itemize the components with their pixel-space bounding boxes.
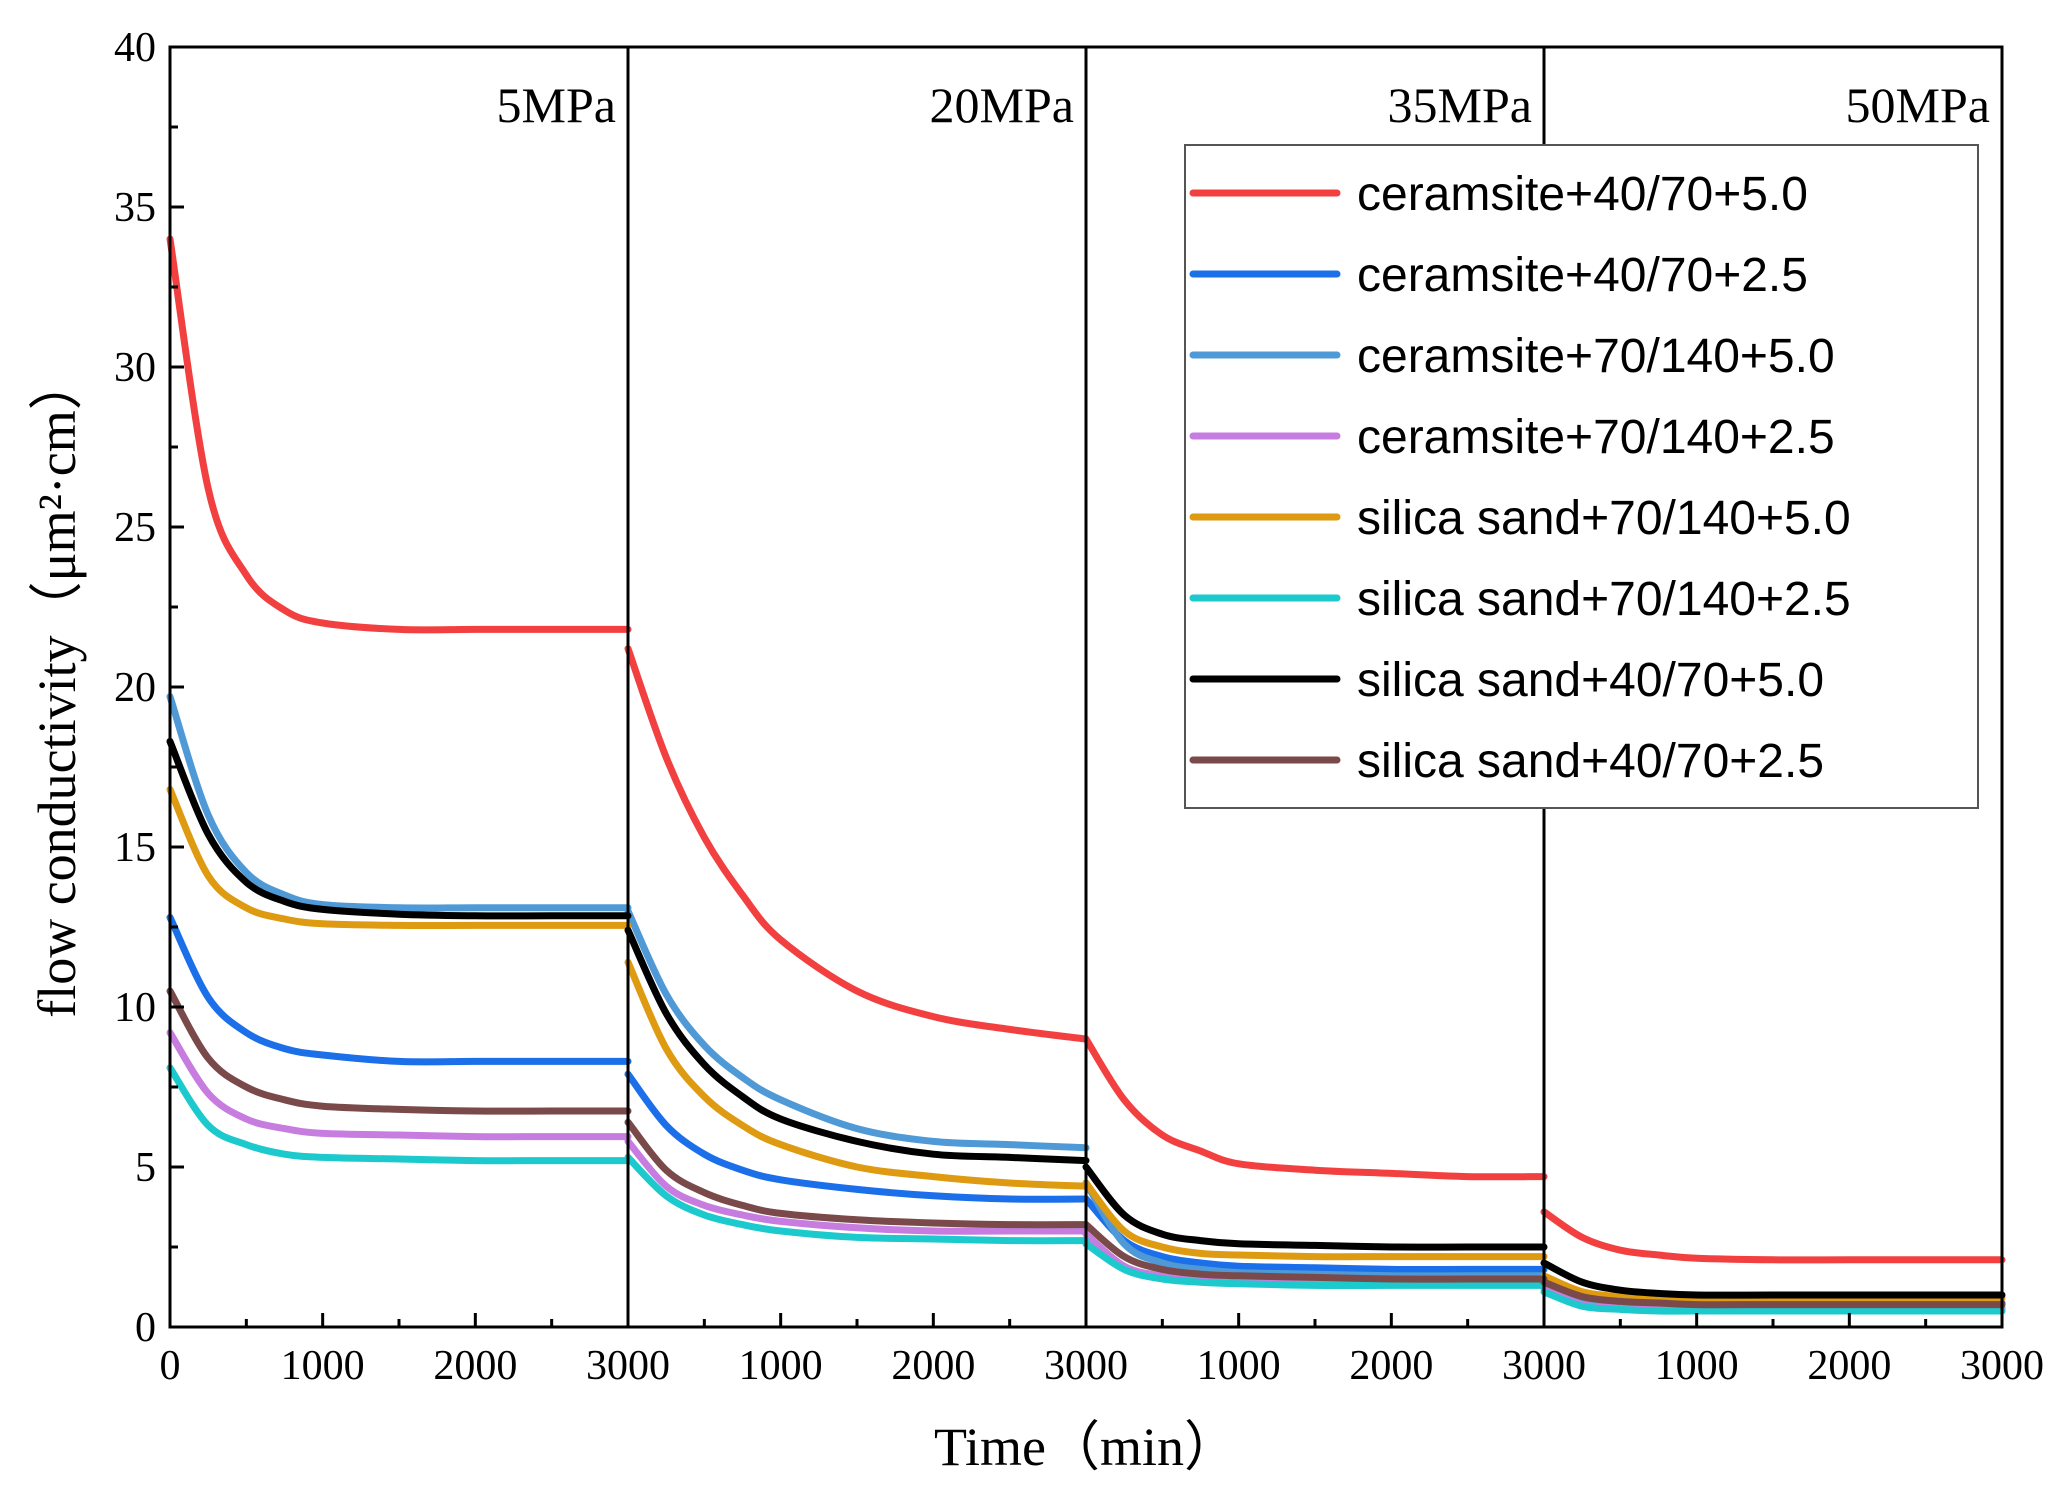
- series-line-3-panel-2: [624, 907, 1090, 1152]
- y-tick-label: 10: [114, 985, 156, 1031]
- legend-label-8: silica sand+40/70+2.5: [1357, 735, 1824, 788]
- x-tick-label: 2000: [1349, 1343, 1433, 1389]
- x-tick-label: 0: [160, 1343, 181, 1389]
- x-tick-label: 3000: [1960, 1343, 2044, 1389]
- series-line-3-panel-1: [166, 693, 632, 912]
- series-line-2-panel-1: [166, 913, 632, 1066]
- panel-labels: 5MPa 20MPa 35MPa 50MPa: [497, 77, 1990, 133]
- x-tick-label: 3000: [1502, 1343, 1586, 1389]
- x-tick-label: 1000: [281, 1343, 365, 1389]
- series-line-7-panel-4: [1540, 1259, 2006, 1299]
- y-tick-label: 30: [114, 345, 156, 391]
- legend-label-6: silica sand+70/140+2.5: [1357, 573, 1851, 626]
- series-line-8-panel-4: [1540, 1278, 2006, 1309]
- legend-label-5: silica sand+70/140+5.0: [1357, 492, 1851, 545]
- x-tick-label: 2000: [1807, 1343, 1891, 1389]
- series-line-8-panel-2: [624, 1118, 1090, 1229]
- legend-label-4: ceramsite+70/140+2.5: [1357, 411, 1835, 464]
- panel-label-1: 5MPa: [497, 77, 616, 133]
- series-line-8-panel-1: [166, 987, 632, 1115]
- series-line-8-panel-3: [1082, 1221, 1548, 1283]
- series-line-6-panel-3: [1082, 1240, 1548, 1290]
- series-line-2-panel-3: [1082, 1195, 1548, 1274]
- series-line-4-panel-1: [166, 1029, 632, 1141]
- x-tick-label: 1000: [1655, 1343, 1739, 1389]
- legend-label-7: silica sand+40/70+5.0: [1357, 654, 1824, 707]
- legend-label-1: ceramsite+40/70+5.0: [1357, 168, 1808, 221]
- x-tick-label: 1000: [1197, 1343, 1281, 1389]
- axes: 0 5 10 15 20 25 30 35 40 0 1000 2000 3000 1000 2000 300…: [27, 25, 2044, 1477]
- legend-label-3: ceramsite+70/140+5.0: [1357, 330, 1835, 383]
- panel-label-4: 50MPa: [1846, 77, 1990, 133]
- x-axis-label: Time（min）: [934, 1417, 1238, 1477]
- series-line-1-panel-2: [624, 645, 1090, 1043]
- series-line-1-panel-1: [166, 235, 632, 634]
- y-tick-label: 0: [135, 1305, 156, 1351]
- y-tick-label: 15: [114, 825, 156, 871]
- legend-label-2: ceramsite+40/70+2.5: [1357, 249, 1808, 302]
- legend: ceramsite+40/70+5.0 ceramsite+40/70+2.5 ce…: [1184, 144, 1979, 809]
- panel-label-2: 20MPa: [930, 77, 1074, 133]
- x-tick-label: 3000: [586, 1343, 670, 1389]
- y-tick-label: 25: [114, 505, 156, 551]
- series-line-5-panel-2: [624, 958, 1090, 1190]
- y-tick-label: 5: [135, 1145, 156, 1191]
- series-line-2-panel-2: [624, 1070, 1090, 1203]
- x-tick-label: 1000: [739, 1343, 823, 1389]
- series-layer: [166, 235, 2006, 1315]
- series-line-1-panel-3: [1082, 1035, 1548, 1181]
- series-line-6-panel-1: [166, 1064, 632, 1165]
- y-tick-label: 35: [114, 185, 156, 231]
- series-line-7-panel-2: [624, 926, 1090, 1165]
- panel-label-3: 35MPa: [1388, 77, 1532, 133]
- legend-box: [1184, 144, 1979, 809]
- series-line-6-panel-2: [624, 1153, 1090, 1245]
- series-line-4-panel-2: [624, 1137, 1090, 1235]
- series-line-7-panel-3: [1082, 1163, 1548, 1251]
- x-tick-label: 2000: [433, 1343, 517, 1389]
- x-tick-label: 3000: [1044, 1343, 1128, 1389]
- x-tick-label: 2000: [891, 1343, 975, 1389]
- y-tick-label: 20: [114, 665, 156, 711]
- series-line-5-panel-3: [1082, 1179, 1548, 1261]
- series-line-5-panel-1: [166, 785, 632, 930]
- series-line-6-panel-4: [1540, 1288, 2006, 1315]
- y-tick-label: 40: [114, 25, 156, 71]
- series-line-1-panel-4: [1540, 1208, 2006, 1264]
- y-axis-label: flow conductivity（μm²·cm）: [27, 356, 87, 1018]
- series-line-7-panel-1: [166, 737, 632, 920]
